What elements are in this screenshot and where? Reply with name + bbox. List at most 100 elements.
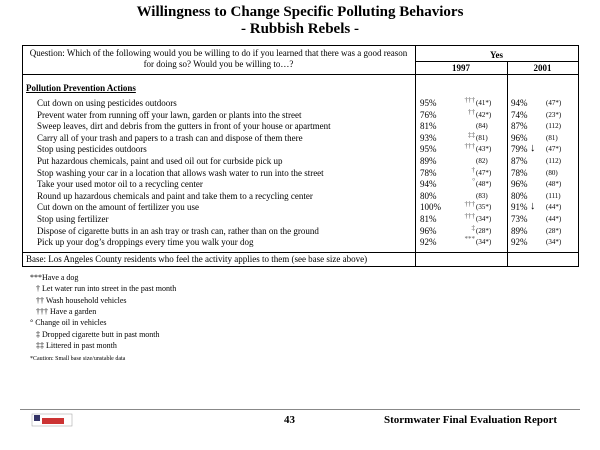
base-1997: (81) [476, 133, 488, 142]
base-1997: (35*) [476, 203, 492, 212]
value-2001: 96% [511, 132, 528, 143]
value-2001: 91% [511, 202, 528, 213]
value-1997: 100% [420, 202, 441, 213]
base-1997: (34*) [476, 238, 492, 247]
rule [23, 74, 578, 75]
base-2001: (112) [546, 122, 561, 131]
value-1997: 96% [420, 225, 437, 236]
value-2001: 89% [511, 225, 528, 236]
footnote-mark: ††† [464, 96, 476, 104]
action: Prevent water from running off your lawn… [37, 109, 302, 120]
value-1997: 94% [420, 179, 437, 190]
footnote: ††† Have a garden [36, 306, 97, 316]
table: Question: Which of the following would y… [22, 45, 579, 267]
action: Round up hazardous chemicals and paint a… [37, 190, 313, 201]
footnote-mark: *** [464, 235, 476, 244]
base-1997: (42*) [476, 110, 492, 119]
subtitle: - Rubbish Rebels - [241, 21, 359, 37]
footnote: ° Change oil in vehicles [30, 318, 107, 328]
base-1997: (47*) [476, 168, 492, 177]
base-2001: (28*) [546, 226, 562, 235]
action: Pick up your dog’s droppings every time … [37, 237, 254, 248]
base-1997: (34*) [476, 215, 492, 223]
value-1997: 95% [420, 98, 437, 108]
footnote: ‡ Dropped cigarette butt in past month [36, 329, 160, 339]
footer-rule [20, 409, 580, 410]
base-2001: (23*) [546, 110, 562, 119]
footnote-mark: ††† [464, 200, 476, 209]
base-2001: (80) [546, 168, 558, 177]
footnote-mark: ‡‡ [468, 130, 475, 139]
section-title: Pollution Prevention Actions [26, 83, 136, 93]
value-2001: 79% [511, 144, 528, 155]
value-1997: 78% [420, 167, 437, 178]
value-2001: 92% [511, 237, 528, 248]
base-1997: (84) [476, 122, 488, 131]
action: Carry all of your trash and papers to a … [37, 132, 303, 143]
base-2001: (34*) [546, 238, 562, 247]
base-1997: (48*) [476, 180, 492, 189]
value-1997: 89% [420, 156, 437, 166]
base-1997: (43*) [476, 145, 492, 154]
footnote: ‡‡ Littered in past month [36, 340, 117, 350]
report-title: Stormwater Final Evaluation Report [384, 414, 558, 426]
action: Sweep leaves, dirt and debris from the g… [37, 121, 331, 132]
value-1997: 95% [420, 144, 437, 155]
footnote: *Caution: Small base size/unstable data [30, 356, 126, 363]
action: Stop using fertilizer [37, 214, 109, 224]
question: Question: Which of the following would y… [29, 48, 408, 69]
value-1997: 81% [420, 214, 437, 224]
base-1997: (82) [476, 157, 488, 165]
col-header: 1997 [452, 63, 470, 73]
value-2001: 80% [511, 190, 528, 201]
action: Cut down on the amount of fertilizer you… [37, 202, 199, 213]
value-2001: 94% [511, 98, 528, 108]
footnote-mark: ° [472, 177, 475, 186]
footnote-mark: ††† [464, 212, 476, 220]
value-1997: 92% [420, 237, 437, 248]
action: Dispose of cigarette butts in an ash tra… [37, 225, 319, 236]
value-1997: 93% [420, 132, 437, 143]
footnote-mark: † [471, 165, 476, 174]
base-1997: (41*) [476, 99, 492, 107]
footnote: † Let water run into street in the past … [36, 284, 177, 294]
value-2001: 78% [511, 167, 528, 178]
base-2001: (44*) [546, 215, 562, 223]
rule [415, 61, 578, 62]
base-2001: (47*) [546, 99, 562, 107]
decline-arrow: ↓ [530, 142, 536, 155]
base-2001: (47*) [546, 145, 562, 154]
footnote-mark: ††† [464, 142, 476, 151]
value-2001: 87% [511, 156, 528, 166]
logo [31, 413, 73, 427]
action: Put hazardous chemicals, paint and used … [37, 156, 283, 166]
page-number: 43 [284, 414, 295, 426]
value-2001: 87% [511, 121, 528, 132]
col-header: 2001 [533, 63, 552, 73]
footnote-mark: ‡ [471, 223, 476, 232]
base-2001: (44*) [546, 203, 562, 212]
rule [415, 46, 416, 266]
action: Stop washing your car in a location that… [37, 167, 324, 178]
rule [507, 61, 508, 266]
value-2001: 74% [511, 109, 528, 120]
base-2001: (111) [546, 191, 561, 200]
value-2001: 96% [511, 179, 528, 190]
value-1997: 80% [420, 190, 437, 201]
group-header: Yes [490, 50, 503, 60]
base-2001: (112) [546, 157, 561, 165]
action: Stop using pesticides outdoors [37, 144, 147, 155]
footnote-mark: †† [468, 107, 475, 116]
decline-arrow: ↓ [530, 200, 536, 213]
value-2001: 73% [511, 214, 528, 224]
base-note: Base: Los Angeles County residents who f… [26, 254, 368, 264]
action: Take your used motor oil to a recycling … [37, 179, 203, 190]
value-1997: 81% [420, 121, 437, 132]
base-2001: (81) [546, 133, 558, 142]
footnote: ***Have a dog [30, 273, 79, 282]
title: Willingness to Change Specific Polluting… [136, 4, 464, 20]
base-2001: (48*) [546, 180, 562, 189]
value-1997: 76% [420, 109, 437, 120]
footnote: †† Wash household vehicles [36, 295, 127, 305]
